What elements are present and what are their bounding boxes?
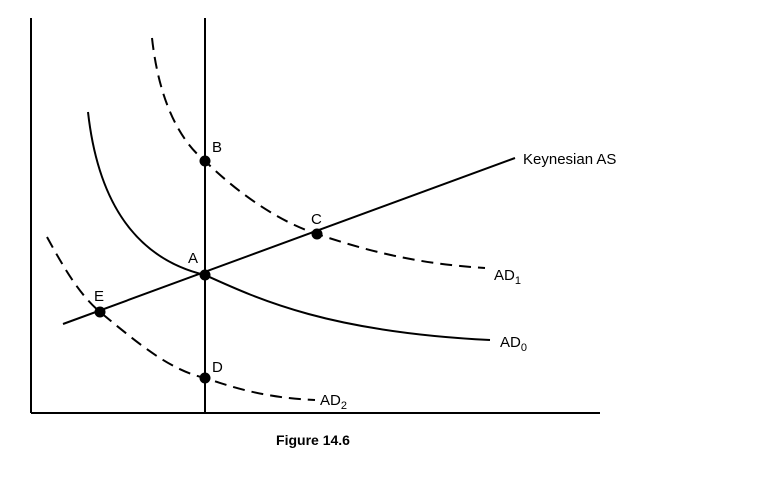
point bbox=[311, 228, 323, 240]
as-curve bbox=[62, 157, 516, 325]
point-label: C bbox=[311, 211, 322, 228]
as-label: Keynesian AS bbox=[523, 151, 616, 168]
curve-label-sub: 0 bbox=[521, 342, 527, 354]
caption: Figure 14.6 bbox=[276, 432, 350, 448]
point-label: E bbox=[94, 288, 104, 305]
ad0-curve bbox=[87, 111, 491, 341]
curve-label-sub: 2 bbox=[341, 400, 347, 412]
curve-label: AD2 bbox=[320, 392, 347, 412]
curve-label-main: AD bbox=[500, 334, 521, 351]
ad2-curve bbox=[46, 236, 316, 401]
point bbox=[199, 372, 211, 384]
curve-label: AD1 bbox=[494, 267, 521, 287]
curve-label-main: AD bbox=[494, 267, 515, 284]
point bbox=[94, 306, 106, 318]
point bbox=[199, 269, 211, 281]
ad1-curve bbox=[151, 37, 486, 269]
curve-label-sub: 1 bbox=[515, 275, 521, 287]
point bbox=[199, 155, 211, 167]
curve-label: AD0 bbox=[500, 334, 527, 354]
curve-label-main: AD bbox=[320, 392, 341, 409]
point-label: A bbox=[188, 250, 198, 267]
point-label: B bbox=[212, 139, 222, 156]
point-label: D bbox=[212, 359, 223, 376]
